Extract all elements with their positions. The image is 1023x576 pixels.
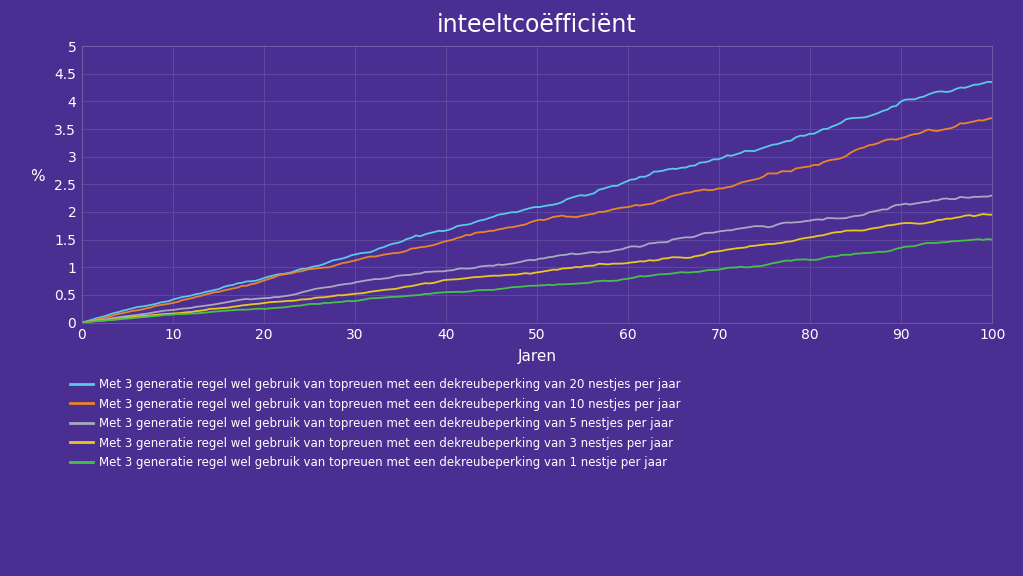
X-axis label: Jaren: Jaren	[518, 349, 557, 364]
Y-axis label: %: %	[31, 169, 45, 184]
Legend: Met 3 generatie regel wel gebruik van topreuen met een dekreubeperking van 20 ne: Met 3 generatie regel wel gebruik van to…	[70, 378, 680, 469]
Title: inteeltcoëfficiënt: inteeltcoëfficiënt	[437, 13, 637, 37]
